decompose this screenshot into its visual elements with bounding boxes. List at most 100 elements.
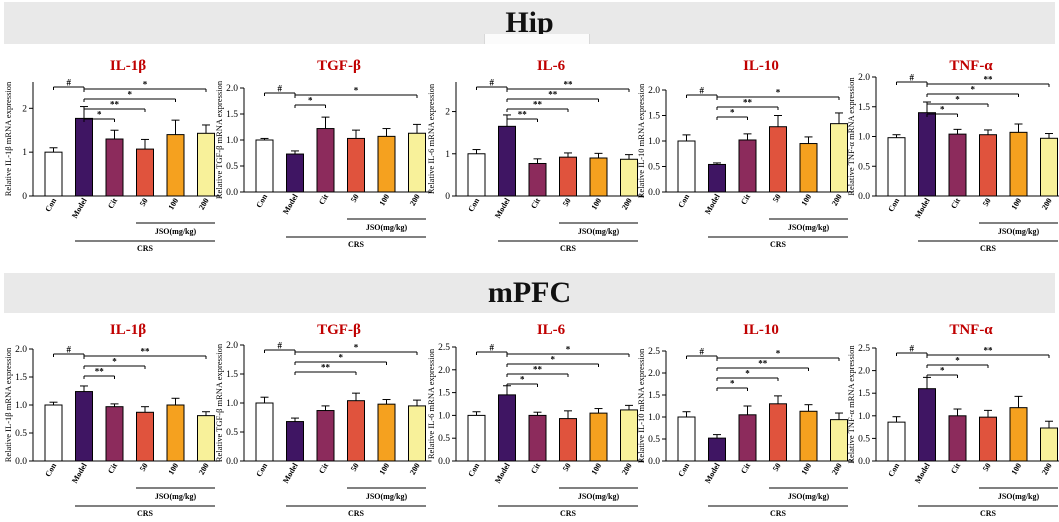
bar-200	[1040, 427, 1058, 462]
y-axis-label: Relative IL-6 mRNA expression	[426, 83, 436, 194]
bar-100	[377, 135, 396, 193]
x-tick-label: Con	[43, 196, 58, 213]
bar-Con	[887, 421, 906, 462]
jso-group-label: JSO(mg/kg)	[366, 492, 408, 501]
bar-200	[408, 132, 426, 193]
significance-label: *	[776, 88, 781, 98]
y-tick-label: 1.0	[858, 133, 870, 143]
x-tick-label: 100	[166, 197, 180, 212]
significance-label: *	[354, 86, 359, 96]
significance-label: **	[984, 346, 994, 356]
x-tick-label: Model	[281, 461, 300, 485]
x-tick-label: 50	[349, 193, 361, 204]
y-tick-label: 0	[22, 192, 27, 202]
significance-label: *	[971, 85, 976, 95]
x-tick-label: Model	[281, 192, 300, 216]
crs-group-label: CRS	[980, 509, 997, 518]
y-tick-label: 2.0	[15, 345, 27, 355]
crs-group-label: CRS	[980, 244, 997, 253]
y-tick-label: 2.0	[858, 73, 870, 83]
mpfc-section-banner: mPFC	[4, 273, 1055, 313]
chart-title: IL-6	[537, 322, 566, 338]
chart-title: TNF-α	[949, 58, 993, 74]
y-tick-label: 1	[22, 148, 27, 158]
bar-100	[377, 403, 396, 462]
bar-100	[166, 134, 185, 197]
y-axis-label: Relative IL-1β mRNA expression	[3, 347, 13, 462]
chart-title: IL-1β	[110, 58, 146, 74]
chart-title: TGF-β	[317, 322, 361, 338]
x-tick-label: 200	[830, 462, 844, 477]
jso-group-label: JSO(mg/kg)	[998, 492, 1040, 501]
chart-panel-mpfc-2: TGF-β Relative TGF-β mRNA expression 0.0 0.…	[214, 322, 432, 518]
crs-group-label: CRS	[770, 509, 787, 518]
significance-label: *	[339, 353, 344, 363]
banner-inset-panel	[484, 34, 590, 44]
chart-title: IL-6	[537, 58, 566, 74]
bar-Model	[498, 394, 516, 462]
bar-Cit	[316, 410, 335, 462]
x-tick-label: Con	[466, 196, 481, 213]
significance-label: *	[730, 108, 735, 118]
y-tick-label: 0	[445, 192, 450, 202]
x-tick-label: 50	[561, 462, 573, 473]
bar-100	[1009, 131, 1028, 197]
y-axis-label: Relative TGF-β mRNA expression	[214, 343, 224, 462]
bar-200	[830, 419, 848, 462]
x-tick-label: 200	[408, 462, 422, 477]
bar-100	[799, 410, 818, 462]
x-tick-label: 100	[799, 193, 813, 208]
significance-label: **	[548, 90, 558, 100]
significance-label: *	[520, 375, 525, 385]
significance-label: *	[730, 379, 735, 389]
chart-title: IL-10	[743, 322, 779, 338]
significance-label: **	[141, 347, 151, 357]
bar-50	[347, 400, 365, 462]
significance-label: #	[700, 86, 705, 96]
x-tick-label: 50	[349, 462, 361, 473]
x-tick-label: Model	[703, 192, 722, 216]
significance-label: **	[743, 98, 753, 108]
bar-50	[769, 126, 787, 193]
y-axis-label: Relative TGF-β mRNA expression	[214, 80, 224, 199]
y-tick-label: 0.0	[226, 188, 238, 198]
bar-200	[197, 415, 215, 462]
crs-group-label: CRS	[137, 509, 154, 518]
x-tick-label: 200	[830, 193, 844, 208]
bar-Cit	[738, 139, 757, 193]
y-tick-label: 2.0	[648, 369, 660, 379]
bar-Cit	[948, 415, 967, 462]
x-tick-label: Cit	[317, 461, 330, 475]
significance-label: **	[110, 100, 120, 110]
chart-title: TGF-β	[317, 58, 361, 74]
y-tick-label: 0.0	[648, 188, 660, 198]
chart-panel-mpfc-1: IL-1β Relative IL-1β mRNA expression 0.0 0.…	[3, 322, 221, 518]
x-tick-label: Con	[886, 461, 901, 478]
bar-100	[166, 404, 185, 462]
y-tick-label: 0.0	[226, 457, 238, 467]
y-tick-label: 0.5	[226, 162, 238, 172]
x-tick-label: Model	[493, 461, 512, 485]
jso-group-label: JSO(mg/kg)	[578, 492, 620, 501]
y-tick-label: 1.5	[858, 103, 870, 113]
significance-label: *	[308, 96, 313, 106]
bar-Model	[498, 125, 516, 197]
significance-label: **	[95, 367, 105, 377]
y-tick-label: 2.0	[226, 84, 238, 94]
x-tick-label: 100	[377, 462, 391, 477]
bar-200	[830, 123, 848, 193]
significance-label: *	[955, 356, 960, 366]
bar-Cit	[528, 162, 547, 197]
jso-group-label: JSO(mg/kg)	[155, 492, 197, 501]
x-tick-label: Cit	[949, 196, 962, 210]
chart-panel-hip-1: IL-1β Relative IL-1β mRNA expression 0 1 2 Co…	[3, 58, 221, 253]
bar-50	[979, 416, 997, 462]
bar-Cit	[105, 138, 124, 197]
bar-200	[197, 132, 215, 197]
x-tick-label: Con	[254, 461, 269, 478]
significance-label: #	[67, 78, 72, 88]
bar-Cit	[316, 128, 335, 193]
x-tick-label: Con	[676, 192, 691, 209]
significance-label: *	[143, 80, 148, 90]
